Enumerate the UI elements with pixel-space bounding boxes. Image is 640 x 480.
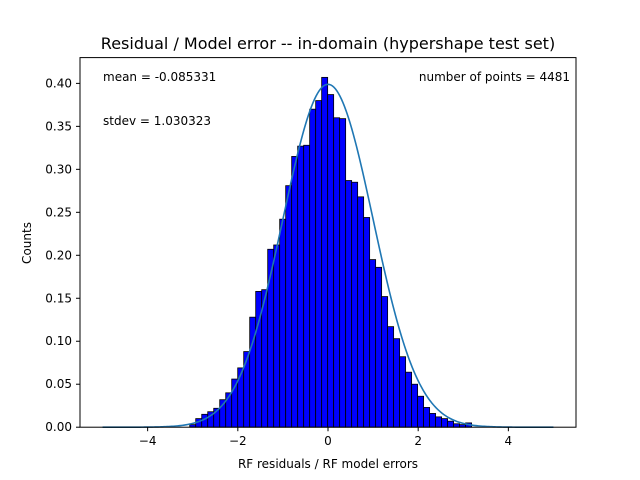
histogram-bar [327, 94, 335, 428]
histogram-bars [189, 76, 472, 428]
y-tick-label: 0.25 [45, 205, 72, 219]
histogram-bar [279, 218, 287, 428]
histogram-bar [345, 180, 353, 428]
histogram-bar [243, 351, 251, 428]
histogram-bar [387, 326, 395, 428]
histogram-bar [369, 259, 377, 428]
histogram-bar [351, 181, 359, 428]
histogram-bar [273, 244, 281, 428]
histogram-bar [399, 356, 407, 428]
x-axis-ticks: −4 −2 0 2 4 [139, 427, 512, 448]
mean-annotation: mean = -0.085331 [103, 70, 216, 84]
chart-title: Residual / Model error -- in-domain (hyp… [101, 34, 555, 53]
histogram-bar [405, 371, 413, 428]
y-axis-ticks: 0.00 0.05 0.10 0.15 0.20 0.25 0.30 0.35 0.40 [45, 76, 80, 434]
y-tick-label: 0.30 [45, 162, 72, 176]
npoints-annotation: number of points = 4481 [419, 70, 570, 84]
histogram-bar [303, 144, 311, 428]
y-tick-label: 0.05 [45, 377, 72, 391]
histogram-bar [315, 100, 323, 428]
histogram-bar [339, 118, 347, 428]
x-tick-label: −2 [229, 434, 247, 448]
x-tick-label: 4 [505, 434, 513, 448]
histogram-bar [393, 338, 401, 428]
x-tick-label: −4 [139, 434, 157, 448]
histogram-bar [285, 185, 293, 428]
y-tick-label: 0.00 [45, 420, 72, 434]
y-tick-label: 0.15 [45, 291, 72, 305]
histogram-bar [447, 420, 455, 428]
histogram-bar [429, 413, 437, 428]
histogram-bar [417, 395, 425, 428]
histogram-bar [441, 418, 449, 428]
y-tick-label: 0.40 [45, 76, 72, 90]
histogram-bar [309, 108, 317, 428]
stdev-annotation: stdev = 1.030323 [103, 114, 211, 128]
histogram-bar [423, 407, 431, 428]
y-tick-label: 0.35 [45, 119, 72, 133]
histogram-bar [357, 196, 365, 428]
normal-curve-line [102, 83, 554, 428]
histogram-bar [453, 423, 460, 428]
histogram-bar [411, 383, 419, 428]
histogram-bar [237, 367, 245, 428]
histogram-bar [297, 145, 305, 428]
y-tick-label: 0.10 [45, 334, 72, 348]
histogram-bar [375, 266, 383, 428]
histogram-bar [321, 76, 329, 428]
histogram-bar [435, 416, 443, 428]
histogram-bar [291, 156, 299, 428]
x-tick-label: 2 [414, 434, 422, 448]
x-tick-label: 0 [324, 434, 332, 448]
y-axis-label: Counts [20, 222, 34, 264]
histogram-bar [381, 296, 389, 428]
y-tick-label: 0.20 [45, 248, 72, 262]
x-axis-label: RF residuals / RF model errors [238, 457, 418, 471]
histogram-bar [333, 117, 341, 428]
normal-curve-layer [102, 83, 554, 428]
histogram-bar [363, 217, 371, 428]
